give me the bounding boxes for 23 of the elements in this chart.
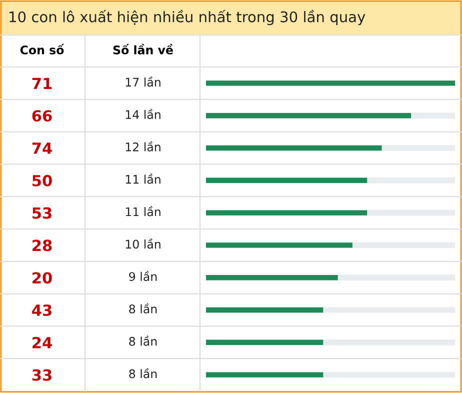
y-tick-label: 53: [32, 207, 52, 219]
data-label: 14 lần: [126, 108, 160, 120]
y-tick-label: 74: [32, 142, 52, 154]
y-tick-label: 50: [32, 174, 52, 186]
y-axis-title: Con số: [20, 44, 64, 54]
data-label: 11 lần: [126, 206, 160, 216]
y-tick-label: 71: [32, 78, 52, 90]
y-tick-label: 43: [32, 304, 52, 316]
text: Số lần về: [113, 44, 173, 54]
data-label: 10 lần: [126, 238, 160, 249]
data-label: 8 lần: [129, 336, 157, 346]
data-label: 12 lần: [126, 141, 160, 152]
chart-title: 10 con lô xuất hiện nhiều nhất trong 30 lần quay: [10, 10, 366, 26]
y-tick-label: 33: [32, 369, 52, 381]
data-label: 9 lần: [129, 270, 157, 282]
y-tick-label: 24: [32, 336, 52, 348]
data-label: 8 lần: [129, 303, 157, 314]
data-label: 17 lần: [126, 76, 160, 87]
data-label: 11 lần: [126, 174, 160, 184]
data-label: 8 lần: [129, 368, 157, 378]
y-tick-label: 20: [32, 272, 52, 284]
y-tick-label: 66: [32, 110, 52, 122]
y-tick-label: 28: [32, 240, 52, 252]
